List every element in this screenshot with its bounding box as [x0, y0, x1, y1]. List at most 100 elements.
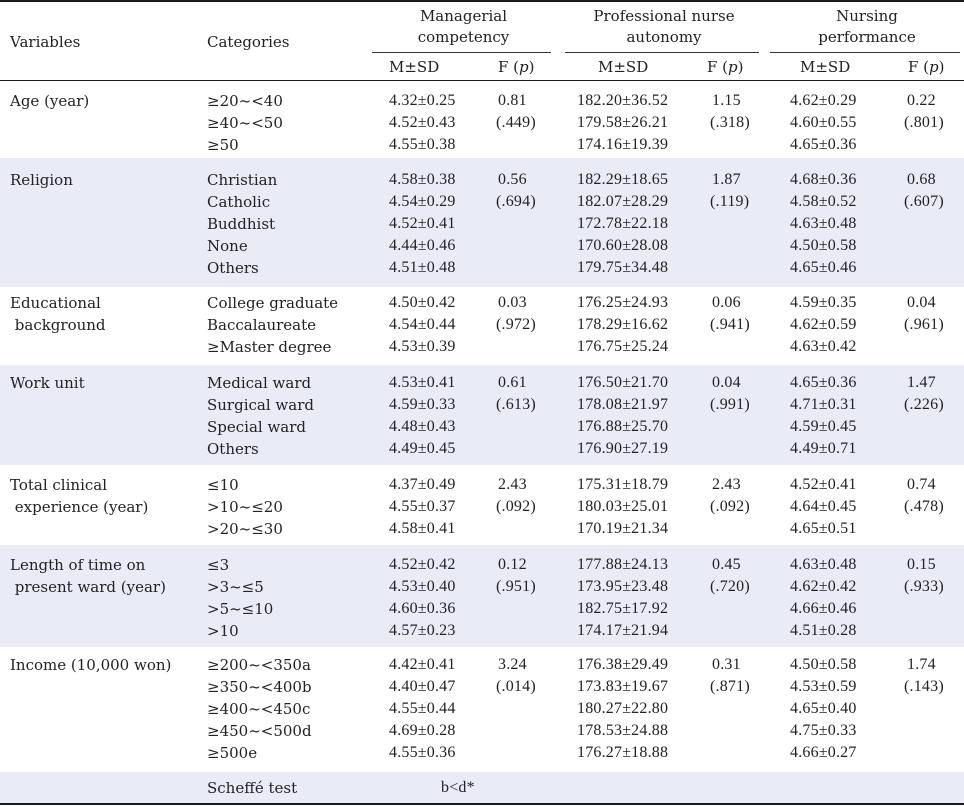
header-group-2: Nursing performance: [818, 7, 916, 46]
row-category: Others: [207, 259, 259, 277]
row-category: None: [207, 237, 248, 255]
pna-p: (.092): [710, 498, 750, 515]
row-category: Christian: [207, 171, 278, 189]
mc-p: (.014): [496, 678, 536, 695]
row-category: ≥350~<400b: [207, 678, 312, 696]
row-category: >5~≤10: [207, 600, 274, 618]
mc-f: 0.12: [498, 556, 527, 573]
pna-p: (.318): [710, 114, 750, 131]
mc-value: 4.55±0.36: [389, 744, 456, 761]
mc-value: 4.44±0.46: [389, 237, 456, 254]
np-value: 4.59±0.45: [790, 418, 857, 435]
row-category: Special ward: [207, 418, 307, 436]
mc-value: 4.54±0.29: [389, 193, 456, 210]
mc-f: 3.24: [498, 656, 527, 673]
row-category: >3~≤5: [207, 578, 264, 596]
row-category: >10~≤20: [207, 498, 283, 516]
np-value: 4.63±0.42: [790, 338, 857, 355]
scheffe-label: Scheffé test: [207, 779, 298, 797]
pna-value: 176.50±21.70: [577, 374, 669, 391]
np-value: 4.60±0.55: [790, 114, 857, 131]
pna-value: 182.29±18.65: [577, 171, 669, 188]
header-msd: M±SD: [800, 58, 851, 76]
row-category: ≥Master degree: [207, 338, 332, 356]
mc-p: (.613): [496, 396, 536, 413]
mc-value: 4.58±0.38: [389, 171, 456, 188]
header-fp: F (p): [908, 58, 945, 76]
row-category: Medical ward: [207, 374, 312, 392]
header-variables: Variables: [10, 33, 81, 51]
mc-value: 4.53±0.40: [389, 578, 456, 595]
mc-value: 4.55±0.37: [389, 498, 456, 515]
row-category: Buddhist: [207, 215, 276, 233]
np-value: 4.63±0.48: [790, 556, 857, 573]
top-rule: [0, 0, 964, 2]
np-value: 4.66±0.46: [790, 600, 857, 617]
np-value: 4.62±0.29: [790, 92, 857, 109]
np-value: 4.63±0.48: [790, 215, 857, 232]
mc-value: 4.37±0.49: [389, 476, 456, 493]
pna-value: 170.60±28.08: [577, 237, 669, 254]
pna-value: 172.78±22.18: [577, 215, 669, 232]
pna-value: 180.27±22.80: [577, 700, 669, 717]
mc-value: 4.51±0.48: [389, 259, 456, 276]
row-band: [0, 365, 964, 465]
row-category: College graduate: [207, 294, 339, 312]
header-msd: M±SD: [598, 58, 649, 76]
np-value: 4.65±0.40: [790, 700, 857, 717]
mc-value: 4.53±0.41: [389, 374, 456, 391]
pna-value: 180.03±25.01: [577, 498, 669, 515]
mc-value: 4.59±0.33: [389, 396, 456, 413]
row-variable: Educational background: [10, 294, 106, 334]
mc-f: 0.03: [498, 294, 527, 311]
np-p: (.478): [904, 498, 944, 515]
np-f: 1.74: [907, 656, 936, 673]
mc-p: (.694): [496, 193, 536, 210]
mc-value: 4.52±0.42: [389, 556, 456, 573]
header-fp: F (p): [498, 58, 535, 76]
np-value: 4.65±0.46: [790, 259, 857, 276]
pna-f: 0.45: [712, 556, 741, 573]
row-category: ≥40~<50: [207, 114, 283, 132]
mc-f: 2.43: [498, 476, 527, 493]
pna-value: 182.07±28.29: [577, 193, 669, 210]
pna-value: 174.17±21.94: [577, 622, 669, 639]
row-category: ≤3: [207, 556, 230, 574]
pna-value: 173.95±23.48: [577, 578, 669, 595]
mc-p: (.449): [496, 114, 536, 131]
row-variable: Length of time on present ward (year): [10, 556, 166, 596]
np-value: 4.49±0.71: [790, 440, 857, 457]
row-category: Catholic: [207, 193, 271, 211]
np-value: 4.64±0.45: [790, 498, 857, 515]
mc-value: 4.40±0.47: [389, 678, 456, 695]
row-variable: Total clinical experience (year): [10, 476, 149, 516]
row-category: ≥200~<350a: [207, 656, 311, 674]
pna-value: 182.20±36.52: [577, 92, 669, 109]
np-p: (.226): [904, 396, 944, 413]
pna-value: 175.31±18.79: [577, 476, 669, 493]
header-group-1: Professional nurse autonomy: [593, 7, 735, 46]
mc-p: (.092): [496, 498, 536, 515]
row-band: [0, 545, 964, 647]
pna-f: 2.43: [712, 476, 741, 493]
mc-value: 4.49±0.45: [389, 440, 456, 457]
pna-f: 1.15: [712, 92, 741, 109]
header-fp: F (p): [707, 58, 744, 76]
row-band: [0, 158, 964, 287]
pna-value: 176.90±27.19: [577, 440, 669, 457]
pna-p: (.119): [710, 193, 750, 210]
np-value: 4.68±0.36: [790, 171, 857, 188]
np-f: 0.15: [907, 556, 936, 573]
row-category: ≥500e: [207, 744, 258, 762]
pna-value: 174.16±19.39: [577, 136, 669, 153]
pna-value: 173.83±19.67: [577, 678, 669, 695]
np-p: (.143): [904, 678, 944, 695]
mc-value: 4.53±0.39: [389, 338, 456, 355]
row-variable: Income (10,000 won): [10, 656, 172, 674]
np-f: 0.22: [907, 92, 936, 109]
mc-value: 4.42±0.41: [389, 656, 456, 673]
header-group-underline: [565, 52, 759, 53]
header-msd: M±SD: [389, 58, 440, 76]
header-categories: Categories: [207, 33, 290, 51]
np-value: 4.51±0.28: [790, 622, 857, 639]
